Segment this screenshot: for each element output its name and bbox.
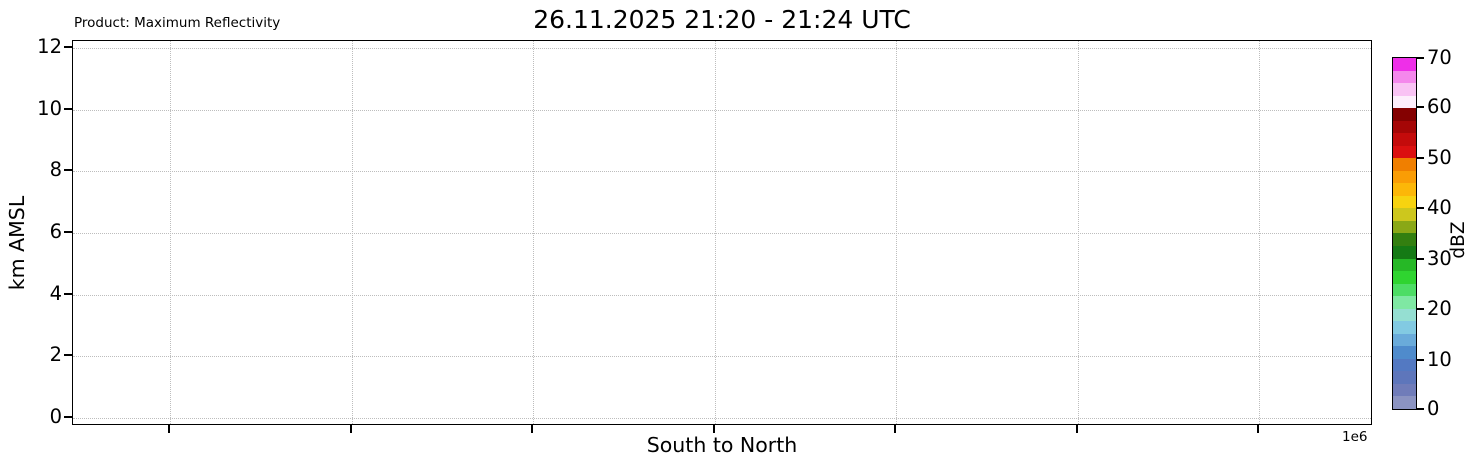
x-axis-label: South to North <box>646 433 798 457</box>
y-tick-label: 4 <box>49 281 62 305</box>
x-axis-offset-label: 1e6 <box>1342 429 1368 445</box>
colorbar-band <box>1393 333 1416 347</box>
x-tick-mark <box>531 425 533 433</box>
colorbar-band <box>1393 83 1416 96</box>
colorbar-band <box>1393 283 1416 297</box>
colorbar-tick-label: 0 <box>1427 397 1440 420</box>
x-tick-mark <box>894 425 896 433</box>
y-tick-mark <box>64 107 72 110</box>
colorbar-band <box>1393 108 1416 121</box>
colorbar-band <box>1393 346 1416 359</box>
x-tick-mark <box>1075 425 1078 433</box>
colorbar-band <box>1393 58 1416 71</box>
colorbar-tick-mark <box>1417 408 1424 410</box>
v-gridline <box>170 41 171 424</box>
x-tick-mark <box>349 425 352 433</box>
colorbar-band <box>1393 195 1416 209</box>
colorbar-band <box>1393 170 1416 184</box>
colorbar-band <box>1393 258 1416 272</box>
h-gridline <box>73 233 1371 234</box>
colorbar-band <box>1393 133 1416 146</box>
colorbar-tick-label: 20 <box>1427 297 1452 321</box>
colorbar-band <box>1393 158 1416 171</box>
y-tick-label: 12 <box>37 35 62 58</box>
x-tick-mark <box>1257 425 1259 433</box>
x-tick-mark <box>712 425 715 433</box>
y-tick-mark <box>64 46 72 48</box>
h-gridline <box>73 48 1371 49</box>
h-gridline <box>73 356 1371 358</box>
colorbar-band <box>1393 271 1416 284</box>
colorbar-band <box>1393 183 1416 196</box>
colorbar-tick-label: 10 <box>1427 347 1452 371</box>
colorbar <box>1392 57 1417 410</box>
y-tick-mark <box>64 292 72 295</box>
colorbar-tick-mark <box>1417 358 1424 361</box>
v-gridline <box>896 41 897 424</box>
colorbar-band <box>1393 208 1416 221</box>
colorbar-band <box>1393 396 1416 409</box>
colorbar-band <box>1393 245 1416 259</box>
chart-title: 26.11.2025 21:20 - 21:24 UTC <box>533 5 911 34</box>
colorbar-tick-mark <box>1417 57 1424 59</box>
h-gridline <box>73 109 1371 111</box>
colorbar-band <box>1393 371 1416 384</box>
colorbar-tick-mark <box>1417 106 1424 109</box>
colorbar-band <box>1393 145 1416 159</box>
v-gridline <box>1077 41 1079 424</box>
colorbar-tick-label: 60 <box>1427 95 1452 119</box>
colorbar-tick-label: 40 <box>1427 196 1452 220</box>
colorbar-band <box>1393 95 1416 109</box>
colorbar-band <box>1393 308 1416 322</box>
v-gridline <box>533 41 534 424</box>
colorbar-tick-label: 50 <box>1427 145 1452 169</box>
h-gridline <box>73 171 1371 173</box>
y-tick-label: 8 <box>49 158 62 182</box>
y-tick-label: 10 <box>37 96 62 120</box>
y-tick-mark <box>64 354 72 357</box>
colorbar-tick-mark <box>1417 156 1424 159</box>
y-tick-label: 2 <box>49 343 62 367</box>
y-tick-label: 0 <box>49 405 62 428</box>
colorbar-band <box>1393 383 1416 397</box>
product-label: Product: Maximum Reflectivity <box>74 15 281 31</box>
v-gridline <box>714 41 716 424</box>
v-gridline <box>351 41 353 424</box>
y-tick-mark <box>64 416 72 418</box>
colorbar-tick-mark <box>1417 257 1424 260</box>
colorbar-band <box>1393 358 1416 372</box>
h-gridline <box>73 294 1371 296</box>
colorbar-band <box>1393 321 1416 334</box>
colorbar-tick-mark <box>1417 308 1424 311</box>
colorbar-band <box>1393 70 1416 84</box>
v-gridline <box>1259 41 1260 424</box>
y-tick-mark <box>64 231 72 233</box>
y-tick-mark <box>64 169 72 172</box>
colorbar-band <box>1393 296 1416 309</box>
plot-area <box>72 40 1372 425</box>
y-tick-label: 6 <box>49 220 62 243</box>
colorbar-tick-label: 70 <box>1427 46 1452 69</box>
x-tick-mark <box>168 425 170 433</box>
colorbar-band <box>1393 120 1416 134</box>
colorbar-tick-label: 30 <box>1427 246 1452 270</box>
h-gridline <box>73 418 1371 419</box>
colorbar-tick-mark <box>1417 207 1424 210</box>
colorbar-band <box>1393 220 1416 234</box>
colorbar-band <box>1393 233 1416 246</box>
